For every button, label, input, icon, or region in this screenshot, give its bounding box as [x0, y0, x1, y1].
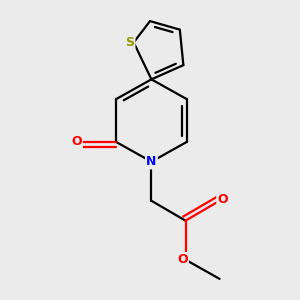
- Text: O: O: [177, 253, 188, 266]
- Text: O: O: [218, 194, 228, 206]
- Text: N: N: [146, 155, 157, 168]
- Text: S: S: [125, 36, 134, 49]
- Text: O: O: [71, 135, 82, 148]
